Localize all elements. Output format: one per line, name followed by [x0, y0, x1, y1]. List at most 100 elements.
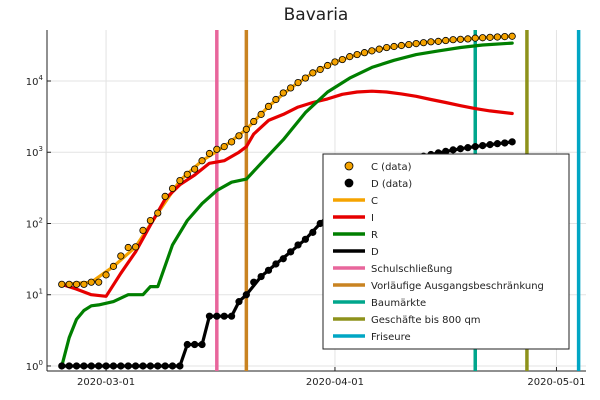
data-point [191, 165, 199, 173]
data-point [279, 255, 287, 263]
data-point [161, 362, 169, 370]
data-point [338, 55, 346, 64]
data-point [154, 209, 162, 217]
data-point [65, 280, 73, 288]
data-point [264, 102, 273, 111]
x-tick-label: 2020-05-01 [527, 377, 585, 388]
data-point [287, 84, 295, 92]
data-point [294, 78, 302, 87]
data-point [368, 47, 376, 55]
data-point [397, 41, 406, 50]
data-point [419, 39, 428, 47]
data-point [213, 145, 221, 153]
data-point [183, 170, 191, 178]
data-point [442, 36, 450, 45]
x-tick-label: 2020-04-01 [306, 377, 364, 388]
legend-label: Baumärkte [371, 298, 426, 309]
legend-label: Geschäfte bis 800 qm [371, 315, 481, 326]
data-point [390, 42, 398, 51]
data-point [449, 146, 457, 154]
data-point [139, 362, 147, 370]
legend-label: C [371, 196, 378, 207]
data-point [331, 58, 339, 66]
legend-marker [344, 161, 354, 171]
legend-label: D (data) [371, 179, 412, 190]
data-point [383, 43, 391, 52]
chart-title: Bavaria [284, 5, 349, 25]
data-point [242, 291, 250, 299]
data-point [412, 40, 420, 48]
data-point [220, 312, 228, 320]
data-point [205, 312, 214, 320]
y-tick-label: 104 [26, 74, 44, 88]
data-point [72, 362, 81, 370]
series-layer [58, 32, 516, 370]
data-point [301, 74, 310, 82]
data-point [501, 33, 509, 41]
y-tick-label: 100 [26, 359, 43, 373]
data-point [80, 362, 88, 370]
data-point [486, 33, 494, 41]
data-point [235, 298, 243, 306]
data-point [301, 235, 310, 243]
data-point [493, 33, 501, 41]
data-point [449, 36, 457, 44]
data-point [479, 34, 487, 42]
data-point [146, 216, 154, 225]
data-point [242, 125, 250, 133]
data-point [479, 141, 487, 150]
data-point [168, 362, 177, 370]
data-point [124, 362, 132, 370]
data-point [161, 192, 169, 201]
data-point [272, 95, 280, 104]
data-point [124, 243, 132, 252]
data-point [287, 248, 295, 256]
data-point [323, 61, 332, 70]
data-point [58, 362, 66, 370]
data-point [405, 40, 413, 49]
data-point [227, 312, 236, 320]
data-point [154, 362, 162, 370]
data-point [294, 241, 302, 249]
legend-label: C (data) [371, 162, 412, 173]
data-point [508, 138, 516, 146]
data-point [464, 144, 472, 152]
data-point [508, 32, 516, 40]
data-point [456, 35, 465, 43]
data-point [183, 340, 191, 349]
data-point [360, 49, 369, 57]
data-point [227, 138, 236, 146]
data-point [102, 362, 110, 370]
data-point [264, 266, 273, 274]
data-point [257, 272, 265, 281]
data-point [434, 37, 442, 45]
legend-label: Vorläufige Ausgangsbeschränkung [371, 281, 544, 292]
data-point [132, 243, 140, 251]
legend-label: Schulschließung [371, 264, 452, 275]
data-point [80, 280, 88, 288]
data-point [375, 45, 383, 53]
data-point [205, 149, 214, 158]
x-tick-label: 2020-03-01 [77, 377, 135, 388]
data-point [272, 260, 280, 268]
data-point [87, 278, 95, 286]
legend-marker [344, 178, 354, 188]
data-point [353, 50, 361, 59]
data-point [309, 228, 317, 236]
data-point [501, 139, 509, 147]
data-point [257, 110, 265, 118]
y-tick-label: 101 [26, 288, 43, 302]
data-point [464, 35, 472, 43]
legend-label: R [371, 230, 378, 241]
data-point [427, 38, 435, 46]
data-point [117, 362, 125, 370]
data-point [250, 117, 258, 126]
data-point [117, 252, 125, 260]
data-point [176, 176, 184, 185]
legend-label: I [371, 213, 374, 224]
data-point [198, 157, 206, 165]
data-point [168, 184, 177, 193]
data-point [309, 69, 317, 77]
data-point [235, 132, 243, 140]
data-point [65, 362, 73, 370]
